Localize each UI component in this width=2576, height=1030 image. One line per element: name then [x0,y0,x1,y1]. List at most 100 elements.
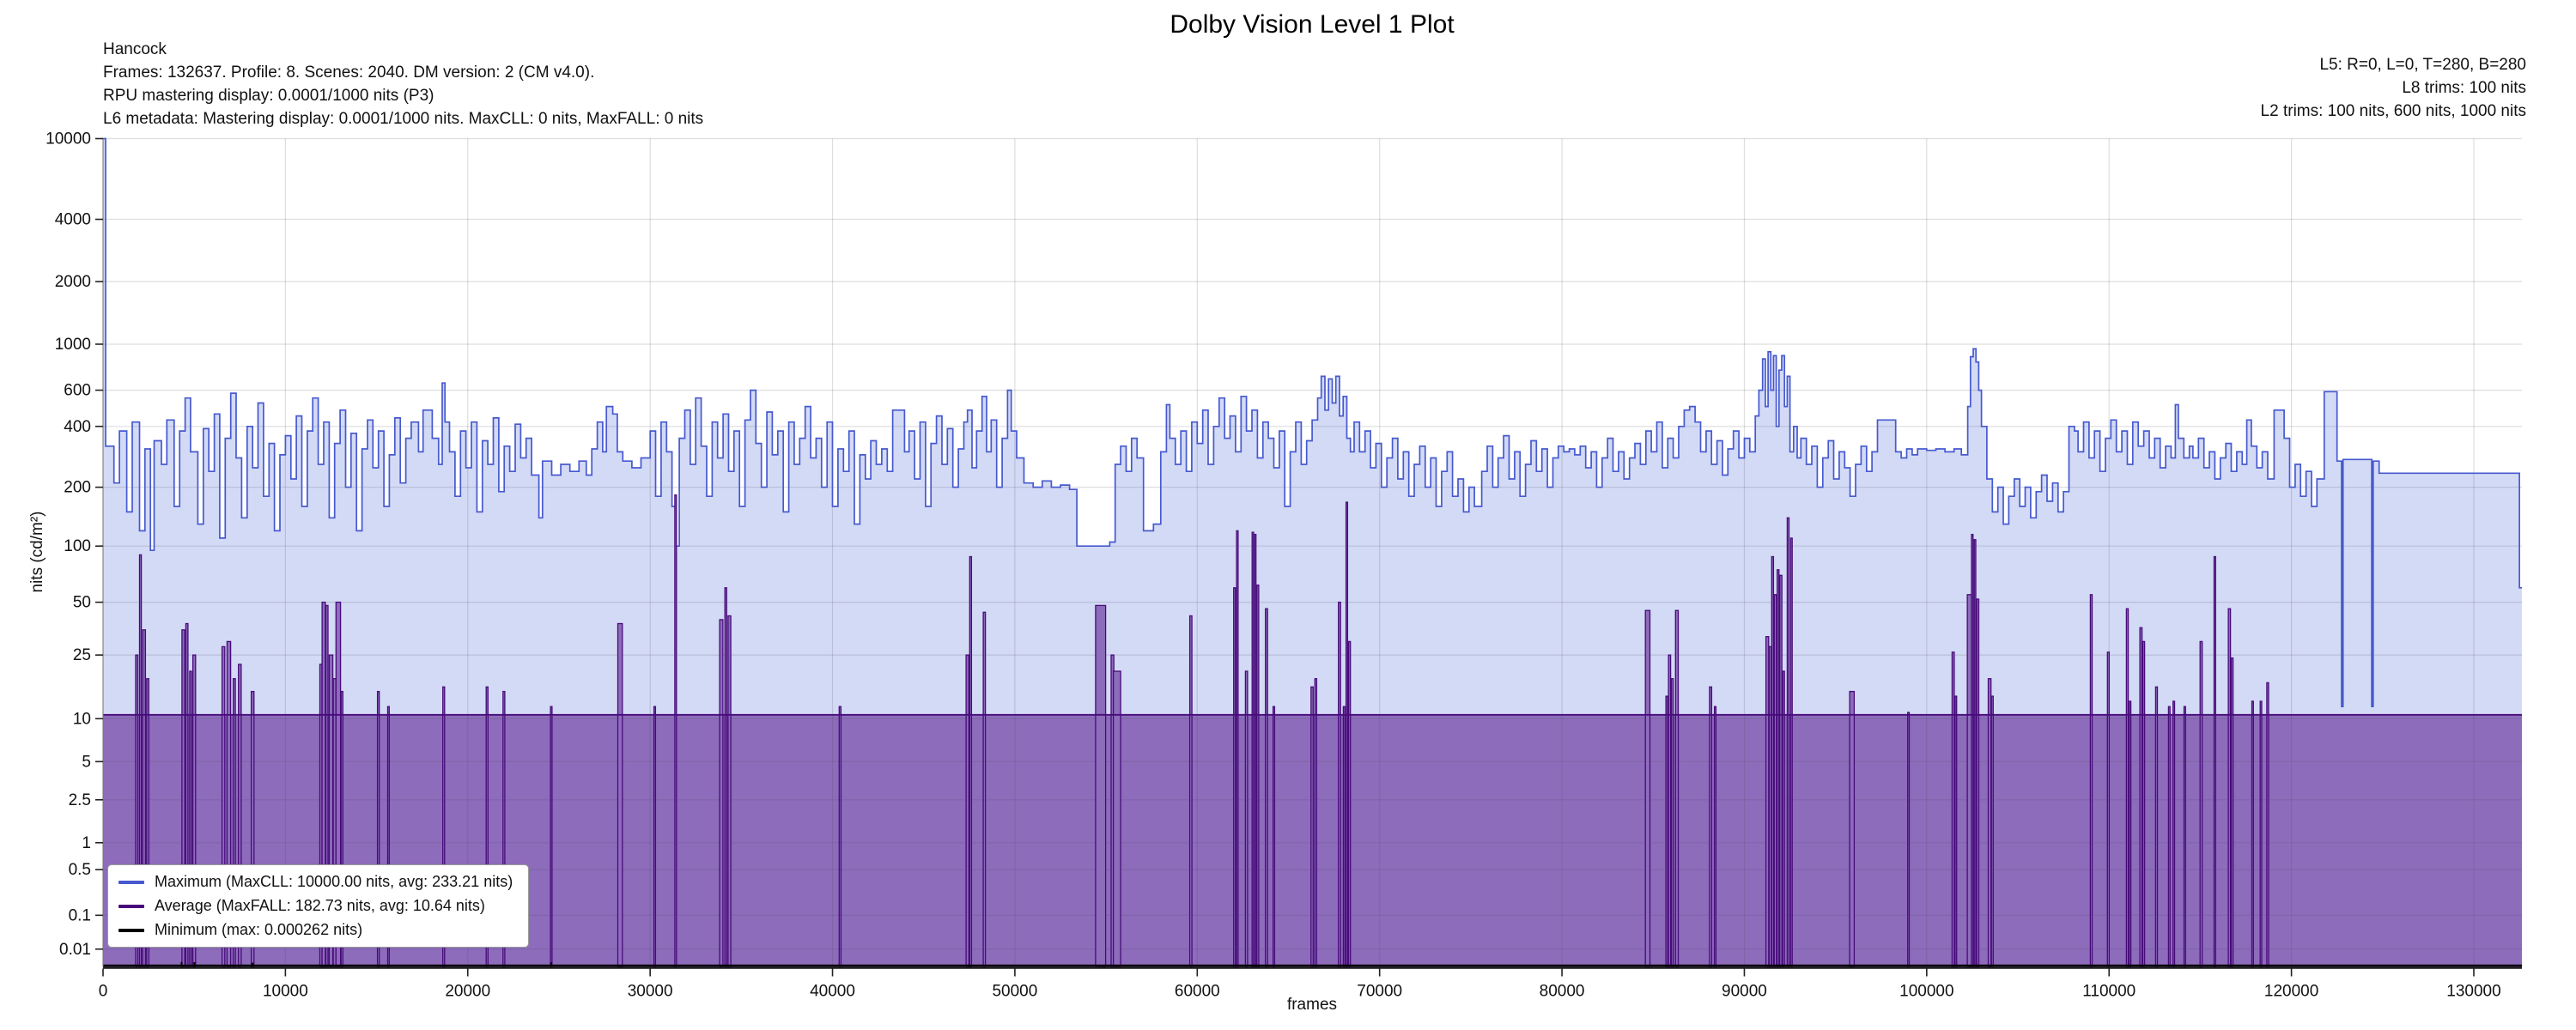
average-spike [2227,608,2232,968]
average-spike [727,615,732,968]
average-spike [1768,645,1772,968]
y-tick-label: 50 [73,594,91,612]
x-tick-label: 10000 [263,983,308,1001]
average-spike [1771,555,1775,968]
average-spike [1236,530,1239,968]
metadata-title: Hancock [103,40,167,58]
metadata-frames: Frames: 132637. Profile: 8. Scenes: 2040… [103,64,595,82]
y-tick-label: 400 [64,418,91,436]
y-tick-label: 4000 [55,211,91,229]
y-tick-label: 2000 [55,273,91,291]
average-spike [2129,700,2132,968]
average-spike [1095,604,1107,968]
y-tick-label: 10 [73,710,91,728]
average-spike [2259,700,2263,968]
average-spike [2213,555,2216,968]
average-spike [1954,695,1958,968]
average-spike [724,587,727,968]
average-spike [1644,609,1651,968]
y-tick-label: 0.01 [59,941,91,959]
average-spike [838,706,842,968]
average-spike [1670,678,1674,968]
y-tick-label: 0.5 [69,861,91,879]
average-spike [1265,608,1268,968]
legend-entry-minimum: Minimum (max: 0.000262 nits) [118,921,513,939]
x-tick-label: 90000 [1722,983,1767,1001]
average-spike [1779,574,1783,968]
trims-l2: L2 trims: 100 nits, 600 nits, 1000 nits [2260,102,2526,120]
average-spike [2089,594,2093,968]
average-spike [1251,531,1255,968]
x-tick-label: 20000 [445,983,490,1001]
x-tick-label: 130000 [2446,983,2500,1001]
average-spike [1849,690,1856,968]
average-spike [653,706,657,968]
legend: Maximum (MaxCLL: 10000.00 nits, avg: 233… [107,864,530,948]
average-spike [1254,533,1257,968]
page-title: Dolby Vision Level 1 Plot [1170,10,1455,39]
average-spike [1786,517,1790,968]
average-spike [2172,700,2176,968]
average-spike [2251,700,2254,968]
average-spike [2154,686,2159,968]
y-tick-label: 0.1 [69,906,91,924]
y-tick-label: 100 [64,537,91,555]
average-spike [1990,695,1994,968]
average-spike [1338,601,1341,968]
average-spike [1773,594,1777,968]
average-spike [719,619,724,968]
average-spike [2230,657,2234,968]
average-spike [617,622,623,968]
average-spike [2142,640,2146,968]
trims-l8: L8 trims: 100 nits [2402,79,2526,97]
average-spike [1709,686,1713,968]
y-tick-label: 2.5 [69,791,91,809]
legend-label: Maximum (MaxCLL: 10000.00 nits, avg: 233… [155,873,513,890]
average-swatch-icon [118,904,144,908]
x-axis-label: frames [1286,996,1338,1014]
average-spike [1342,706,1346,968]
y-tick-label: 1 [82,834,91,852]
y-tick-label: 600 [64,382,91,400]
y-tick-label: 10000 [46,130,91,148]
x-tick-label: 70000 [1357,983,1402,1001]
average-spike [1188,615,1193,968]
x-tick-label: 40000 [810,983,855,1001]
average-spike [1347,640,1352,968]
x-tick-label: 80000 [1540,983,1585,1001]
y-axis-label: nits (cd/m²) [28,511,46,593]
average-spike [1951,651,1955,968]
maximum-swatch-icon [118,880,144,884]
average-spike [2139,627,2143,968]
x-tick-label: 100000 [1899,983,1953,1001]
average-spike [965,654,969,968]
average-spike [1976,598,1980,968]
metadata-l6: L6 metadata: Mastering display: 0.0001/1… [103,110,704,128]
x-tick-label: 60000 [1175,983,1220,1001]
legend-entry-average: Average (MaxFALL: 182.73 nits, avg: 10.6… [118,897,513,915]
average-spike [982,611,987,968]
average-spike [550,706,553,968]
average-spike [1713,706,1717,968]
metadata-block: Hancock Frames: 132637. Profile: 8. Scen… [103,38,703,130]
y-tick-label: 5 [82,753,91,771]
average-spike [1233,587,1236,968]
average-spike [1777,569,1780,968]
average-spike [674,494,677,968]
trims-block: L5: R=0, L=0, T=280, B=280 L8 trims: 100… [2261,53,2526,123]
y-tick-label: 200 [64,479,91,497]
y-tick-label: 1000 [55,336,91,354]
average-spike [1256,585,1260,968]
average-spike [2266,682,2269,968]
average-spike [2183,706,2186,968]
average-spike [1973,539,1977,968]
minimum-swatch-icon [118,928,144,932]
legend-label: Minimum (max: 0.000262 nits) [155,921,363,938]
average-spike [1987,678,1992,968]
trims-l5: L5: R=0, L=0, T=280, B=280 [2319,56,2526,74]
average-spike [1665,695,1668,968]
average-spike [2167,706,2171,968]
average-spike [1971,533,1974,968]
